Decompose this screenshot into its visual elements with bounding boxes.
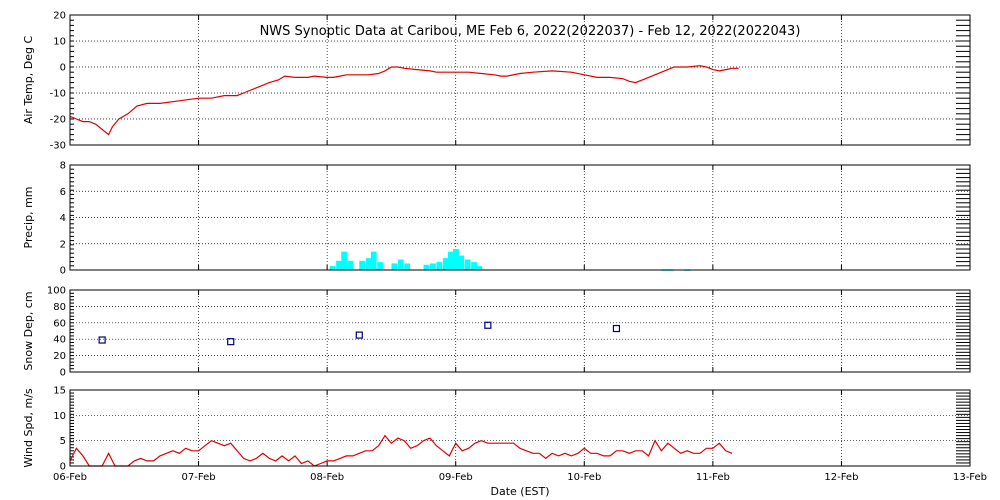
panel-2-ytick-label: 100 bbox=[47, 286, 66, 297]
x-tick-label: 12-Feb bbox=[824, 472, 858, 483]
precip-bar bbox=[453, 249, 459, 270]
panel-0-ytick-label: 10 bbox=[53, 37, 66, 48]
precip-bar bbox=[404, 263, 411, 270]
panel-3-ytick-label: 0 bbox=[60, 462, 66, 473]
panel-1-ytick-label: 0 bbox=[60, 266, 66, 277]
panel-3-ylabel: Wind Spd, m/s bbox=[22, 388, 35, 468]
panel-2-ytick-label: 60 bbox=[53, 318, 66, 329]
panel-2-ytick-label: 0 bbox=[60, 368, 66, 379]
precip-bar bbox=[370, 251, 377, 270]
precip-bar bbox=[448, 251, 454, 270]
precip-bar bbox=[336, 260, 342, 270]
x-tick-label: 08-Feb bbox=[310, 472, 344, 483]
panel-1-ytick-label: 2 bbox=[60, 239, 66, 250]
precip-bar bbox=[430, 263, 436, 270]
precip-bar bbox=[359, 260, 366, 270]
panel-0-ytick-label: -30 bbox=[50, 141, 66, 152]
precip-bar bbox=[436, 262, 443, 270]
panel-0-frame bbox=[69, 14, 971, 146]
panel-0-ytick-label: 20 bbox=[53, 11, 66, 22]
snow-depth-point bbox=[98, 336, 106, 344]
panel-1-ytick-label: 4 bbox=[60, 213, 66, 224]
snow-depth-point bbox=[484, 321, 492, 329]
panel-3-ytick-label: 15 bbox=[53, 386, 66, 397]
precip-bar bbox=[347, 260, 354, 270]
panel-1-ylabel: Precip, mm bbox=[22, 187, 35, 249]
precip-bar bbox=[329, 266, 336, 270]
x-axis-label: Date (EST) bbox=[490, 485, 549, 498]
precip-bar bbox=[442, 258, 449, 270]
panel-3-ytick-label: 10 bbox=[53, 411, 66, 422]
panel-0-ytick-label: -10 bbox=[50, 89, 66, 100]
x-tick-label: 13-Feb bbox=[953, 472, 987, 483]
x-tick-label: 09-Feb bbox=[439, 472, 473, 483]
x-tick-label: 06-Feb bbox=[53, 472, 87, 483]
precip-bar bbox=[458, 255, 465, 270]
precip-bar bbox=[341, 251, 348, 270]
x-tick-label: 07-Feb bbox=[182, 472, 216, 483]
precip-bar bbox=[377, 262, 384, 270]
snow-depth-point bbox=[227, 338, 235, 346]
chart-title: NWS Synoptic Data at Caribou, ME Feb 6, … bbox=[260, 24, 801, 39]
x-tick-label: 11-Feb bbox=[696, 472, 730, 483]
panel-0-series-line bbox=[69, 65, 739, 136]
precip-bar bbox=[464, 259, 471, 270]
snow-depth-point bbox=[612, 324, 621, 333]
panel-0-ytick-label: -20 bbox=[50, 115, 66, 126]
precip-bar bbox=[391, 263, 398, 270]
panel-0-ylabel: Air Temp, Deg C bbox=[22, 36, 35, 125]
panel-3-series-line bbox=[69, 434, 733, 467]
precip-bar bbox=[471, 262, 477, 270]
precip-bar bbox=[423, 264, 430, 270]
panel-2-ytick-label: 40 bbox=[53, 335, 66, 346]
panel-1-ytick-label: 6 bbox=[60, 187, 66, 198]
panel-1-frame bbox=[69, 164, 971, 271]
snow-depth-point bbox=[355, 331, 363, 339]
precip-bar bbox=[476, 266, 483, 270]
panel-0-ytick-label: 0 bbox=[60, 63, 66, 74]
panel-3-frame bbox=[69, 389, 971, 467]
panel-1-ytick-label: 8 bbox=[60, 161, 66, 172]
precip-bar bbox=[365, 258, 372, 270]
panel-2-ytick-label: 80 bbox=[53, 302, 66, 313]
panel-2-frame bbox=[69, 289, 971, 373]
precip-bar bbox=[397, 259, 404, 270]
panel-3-ytick-label: 5 bbox=[60, 436, 66, 447]
panel-2-ylabel: Snow Dep, cm bbox=[22, 291, 35, 370]
panel-2-ytick-label: 20 bbox=[53, 351, 66, 362]
x-tick-label: 10-Feb bbox=[567, 472, 601, 483]
